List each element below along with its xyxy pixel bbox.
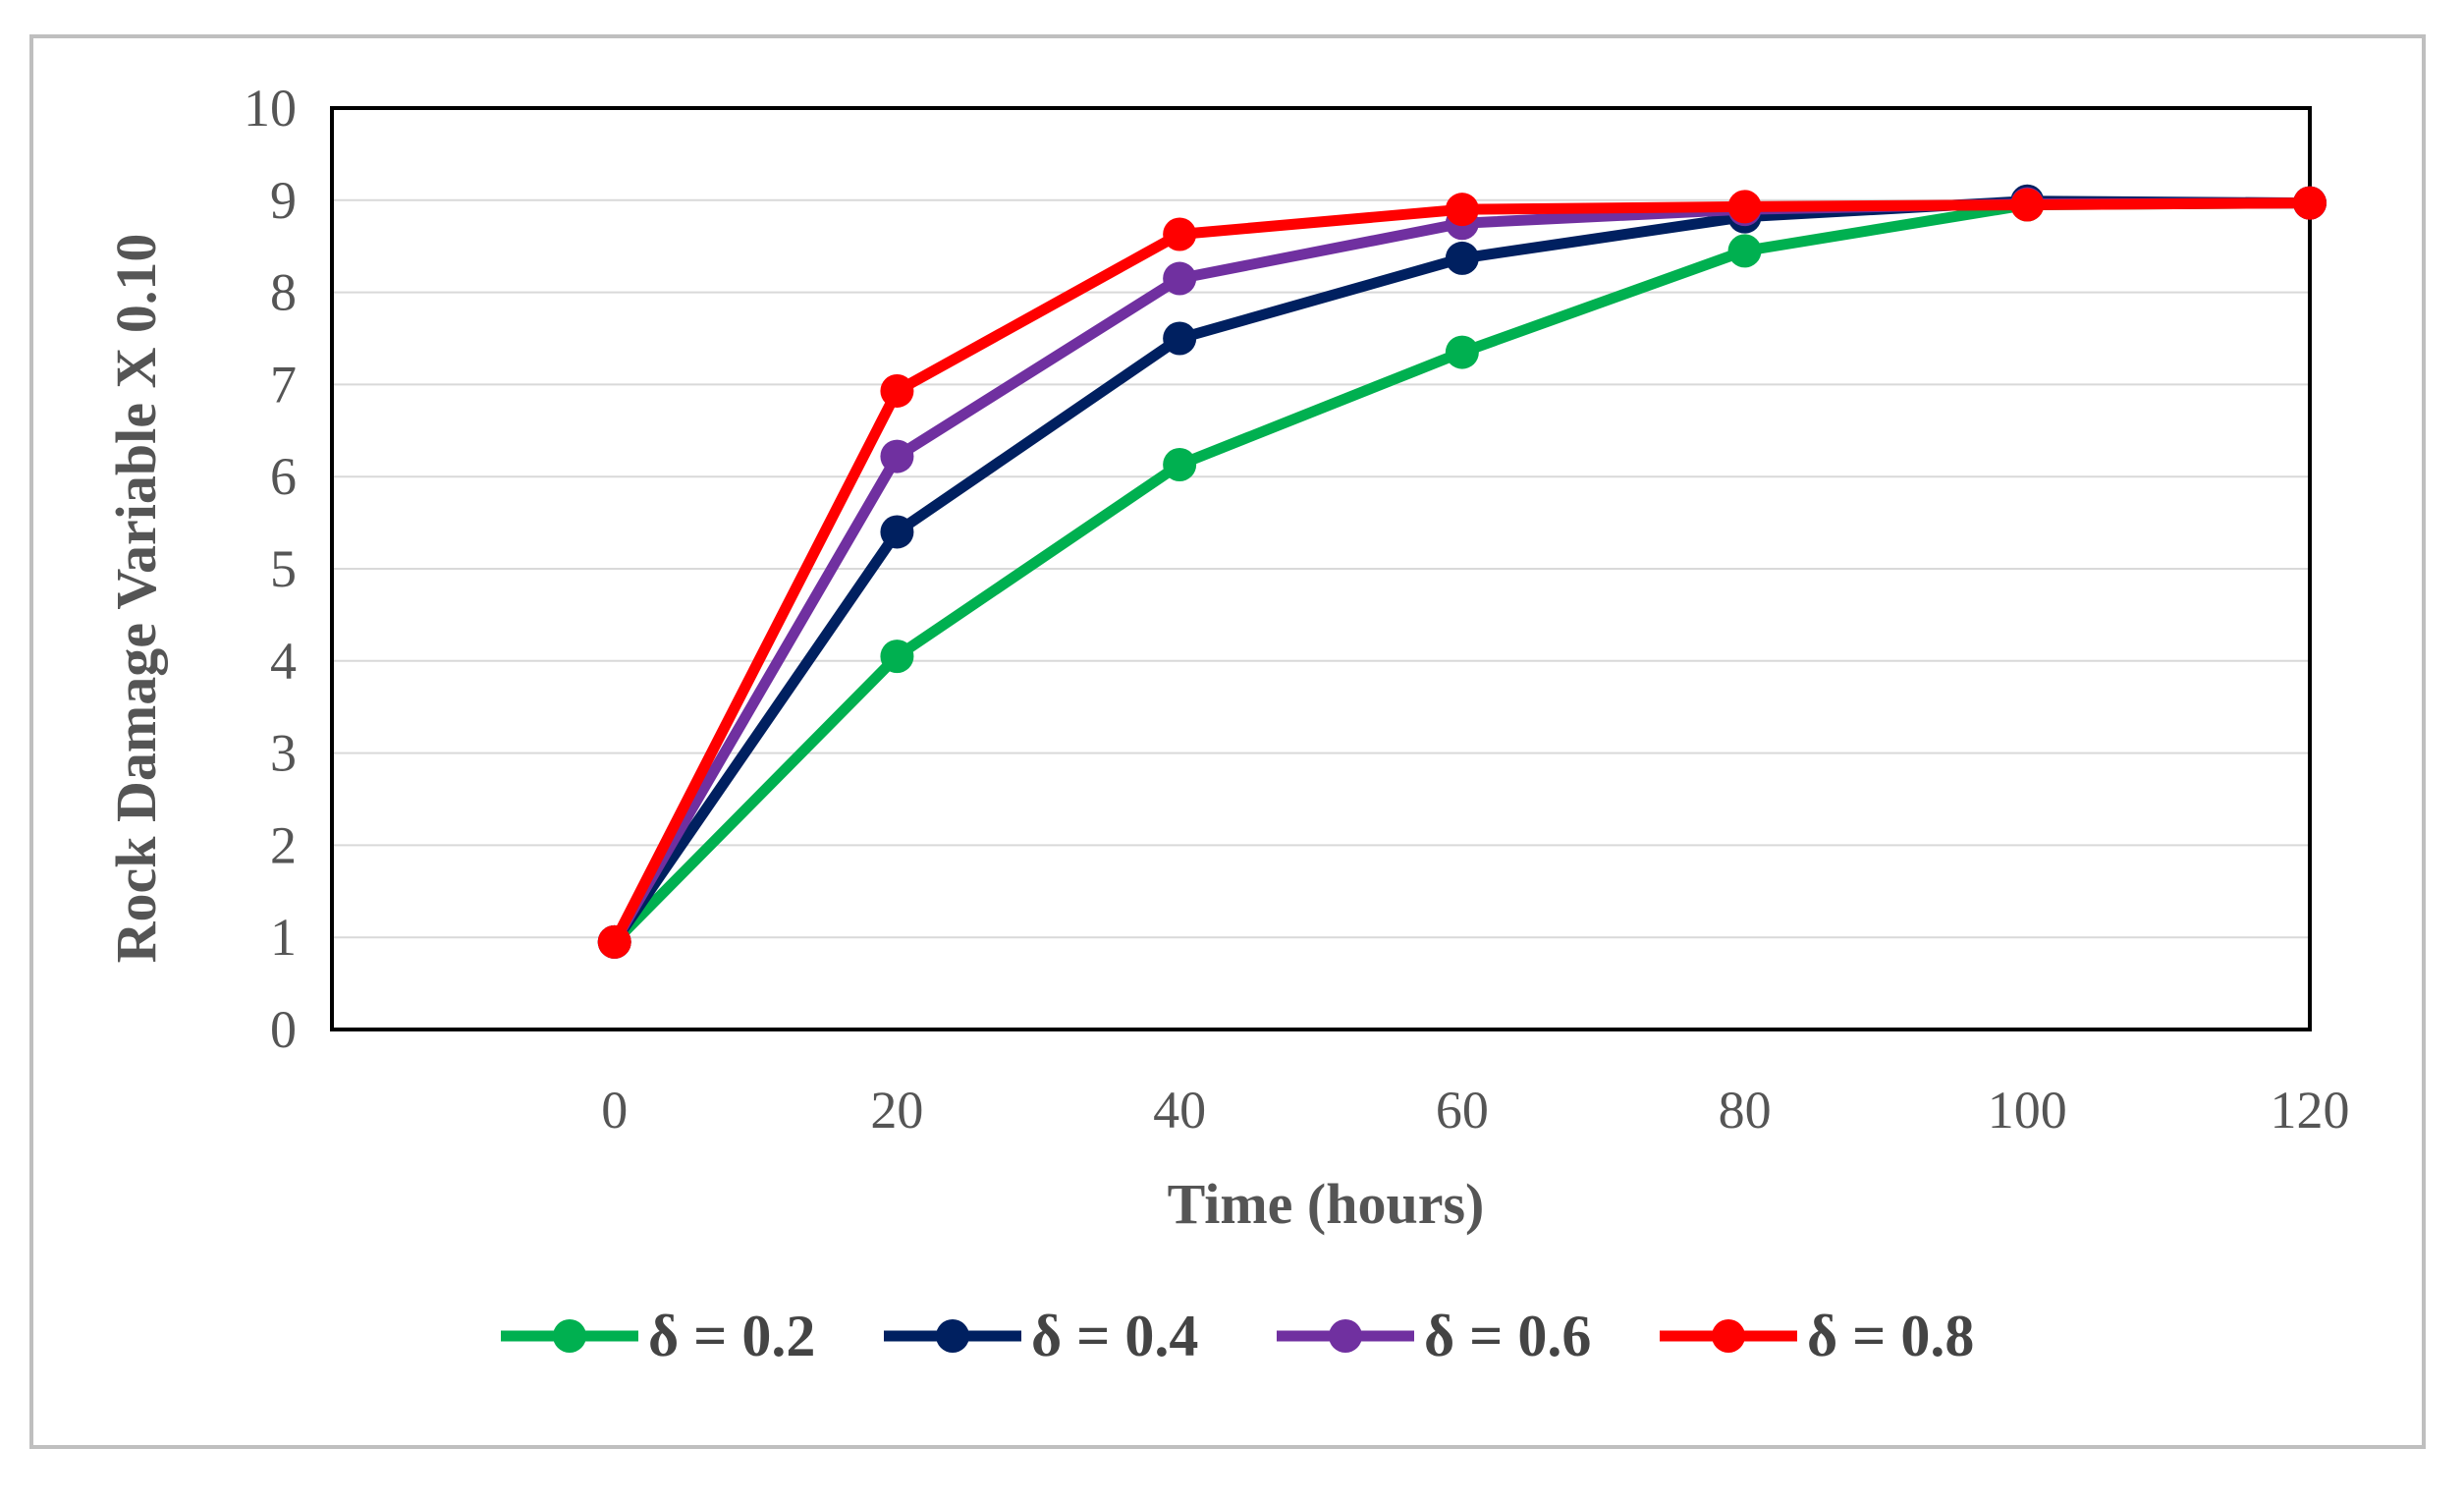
data-point xyxy=(1163,261,1197,296)
data-point xyxy=(880,515,914,549)
data-point xyxy=(1445,193,1479,227)
y-axis-ticks: 0 1 2 3 4 5 6 7 8 9 10 xyxy=(244,79,297,1059)
y-axis-title: Rock Damage Variable X 0.10 xyxy=(104,234,168,964)
series-group xyxy=(597,184,2327,959)
data-point xyxy=(1445,241,1479,275)
data-point xyxy=(1445,335,1479,369)
plot-area xyxy=(330,106,2312,1031)
legend: δ = 0.2 δ = 0.4 δ = 0.6 δ = 0.8 xyxy=(501,1304,1974,1368)
data-point xyxy=(1163,321,1197,356)
data-point xyxy=(2293,186,2327,220)
y-tick-label: 5 xyxy=(270,539,297,598)
data-point xyxy=(2010,188,2045,222)
y-tick-label: 10 xyxy=(244,79,297,138)
x-tick-label: 80 xyxy=(1719,1081,1772,1140)
legend-marker xyxy=(553,1319,586,1353)
data-point xyxy=(1727,234,1762,268)
y-tick-label: 1 xyxy=(270,908,297,967)
series-1 xyxy=(597,186,2327,959)
series-4 xyxy=(597,186,2327,959)
x-tick-label: 120 xyxy=(2271,1081,2350,1140)
legend-item: δ = 0.4 xyxy=(884,1304,1198,1368)
data-point xyxy=(597,924,631,959)
data-point xyxy=(1163,448,1197,482)
x-tick-label: 20 xyxy=(870,1081,923,1140)
x-axis-title: Time (hours) xyxy=(1168,1172,1485,1236)
x-tick-label: 40 xyxy=(1153,1081,1206,1140)
y-tick-label: 0 xyxy=(270,1000,297,1059)
legend-item: δ = 0.8 xyxy=(1660,1304,1974,1368)
data-point xyxy=(1727,190,1762,224)
x-tick-label: 100 xyxy=(1988,1081,2067,1140)
legend-label: δ = 0.4 xyxy=(1031,1304,1198,1368)
series-3 xyxy=(597,186,2327,959)
legend-item: δ = 0.2 xyxy=(501,1304,815,1368)
data-point xyxy=(1163,217,1197,251)
legend-marker xyxy=(1712,1319,1745,1353)
legend-label: δ = 0.6 xyxy=(1424,1304,1591,1368)
legend-marker xyxy=(1329,1319,1362,1353)
legend-item: δ = 0.6 xyxy=(1277,1304,1591,1368)
data-point xyxy=(880,640,914,674)
legend-label: δ = 0.8 xyxy=(1807,1304,1974,1368)
legend-marker xyxy=(936,1319,969,1353)
y-tick-label: 8 xyxy=(270,263,297,322)
x-axis-ticks: 0 20 40 60 80 100 120 xyxy=(601,1081,2349,1140)
y-tick-label: 3 xyxy=(270,724,297,783)
y-tick-label: 4 xyxy=(270,632,297,691)
series-2 xyxy=(597,184,2327,959)
y-tick-label: 9 xyxy=(270,171,297,230)
x-tick-label: 60 xyxy=(1436,1081,1489,1140)
y-tick-label: 2 xyxy=(270,815,297,874)
grid-lines xyxy=(332,198,2310,939)
y-tick-label: 6 xyxy=(270,447,297,506)
legend-label: δ = 0.2 xyxy=(648,1304,815,1368)
data-point xyxy=(880,439,914,473)
series-line xyxy=(610,195,2311,946)
y-tick-label: 7 xyxy=(270,355,297,414)
data-point xyxy=(880,373,914,408)
x-tick-label: 0 xyxy=(601,1081,628,1140)
